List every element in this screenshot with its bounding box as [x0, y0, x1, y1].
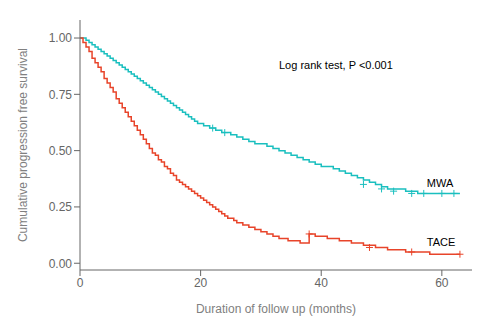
- svg-text:Log rank test, P <0.001: Log rank test, P <0.001: [279, 59, 393, 71]
- svg-text:TACE: TACE: [427, 236, 456, 248]
- svg-text:0.75: 0.75: [49, 88, 73, 102]
- svg-text:0.50: 0.50: [49, 144, 73, 158]
- svg-text:1.00: 1.00: [49, 31, 73, 45]
- svg-text:0.25: 0.25: [49, 200, 73, 214]
- svg-text:40: 40: [315, 276, 329, 290]
- svg-text:20: 20: [194, 276, 208, 290]
- svg-text:Cumulative progression free su: Cumulative progression free survival: [16, 48, 30, 242]
- svg-text:60: 60: [435, 276, 449, 290]
- svg-text:0: 0: [77, 276, 84, 290]
- svg-text:0.00: 0.00: [49, 257, 73, 271]
- svg-text:MWA: MWA: [427, 177, 454, 189]
- svg-text:Duration of follow up (months): Duration of follow up (months): [196, 302, 356, 316]
